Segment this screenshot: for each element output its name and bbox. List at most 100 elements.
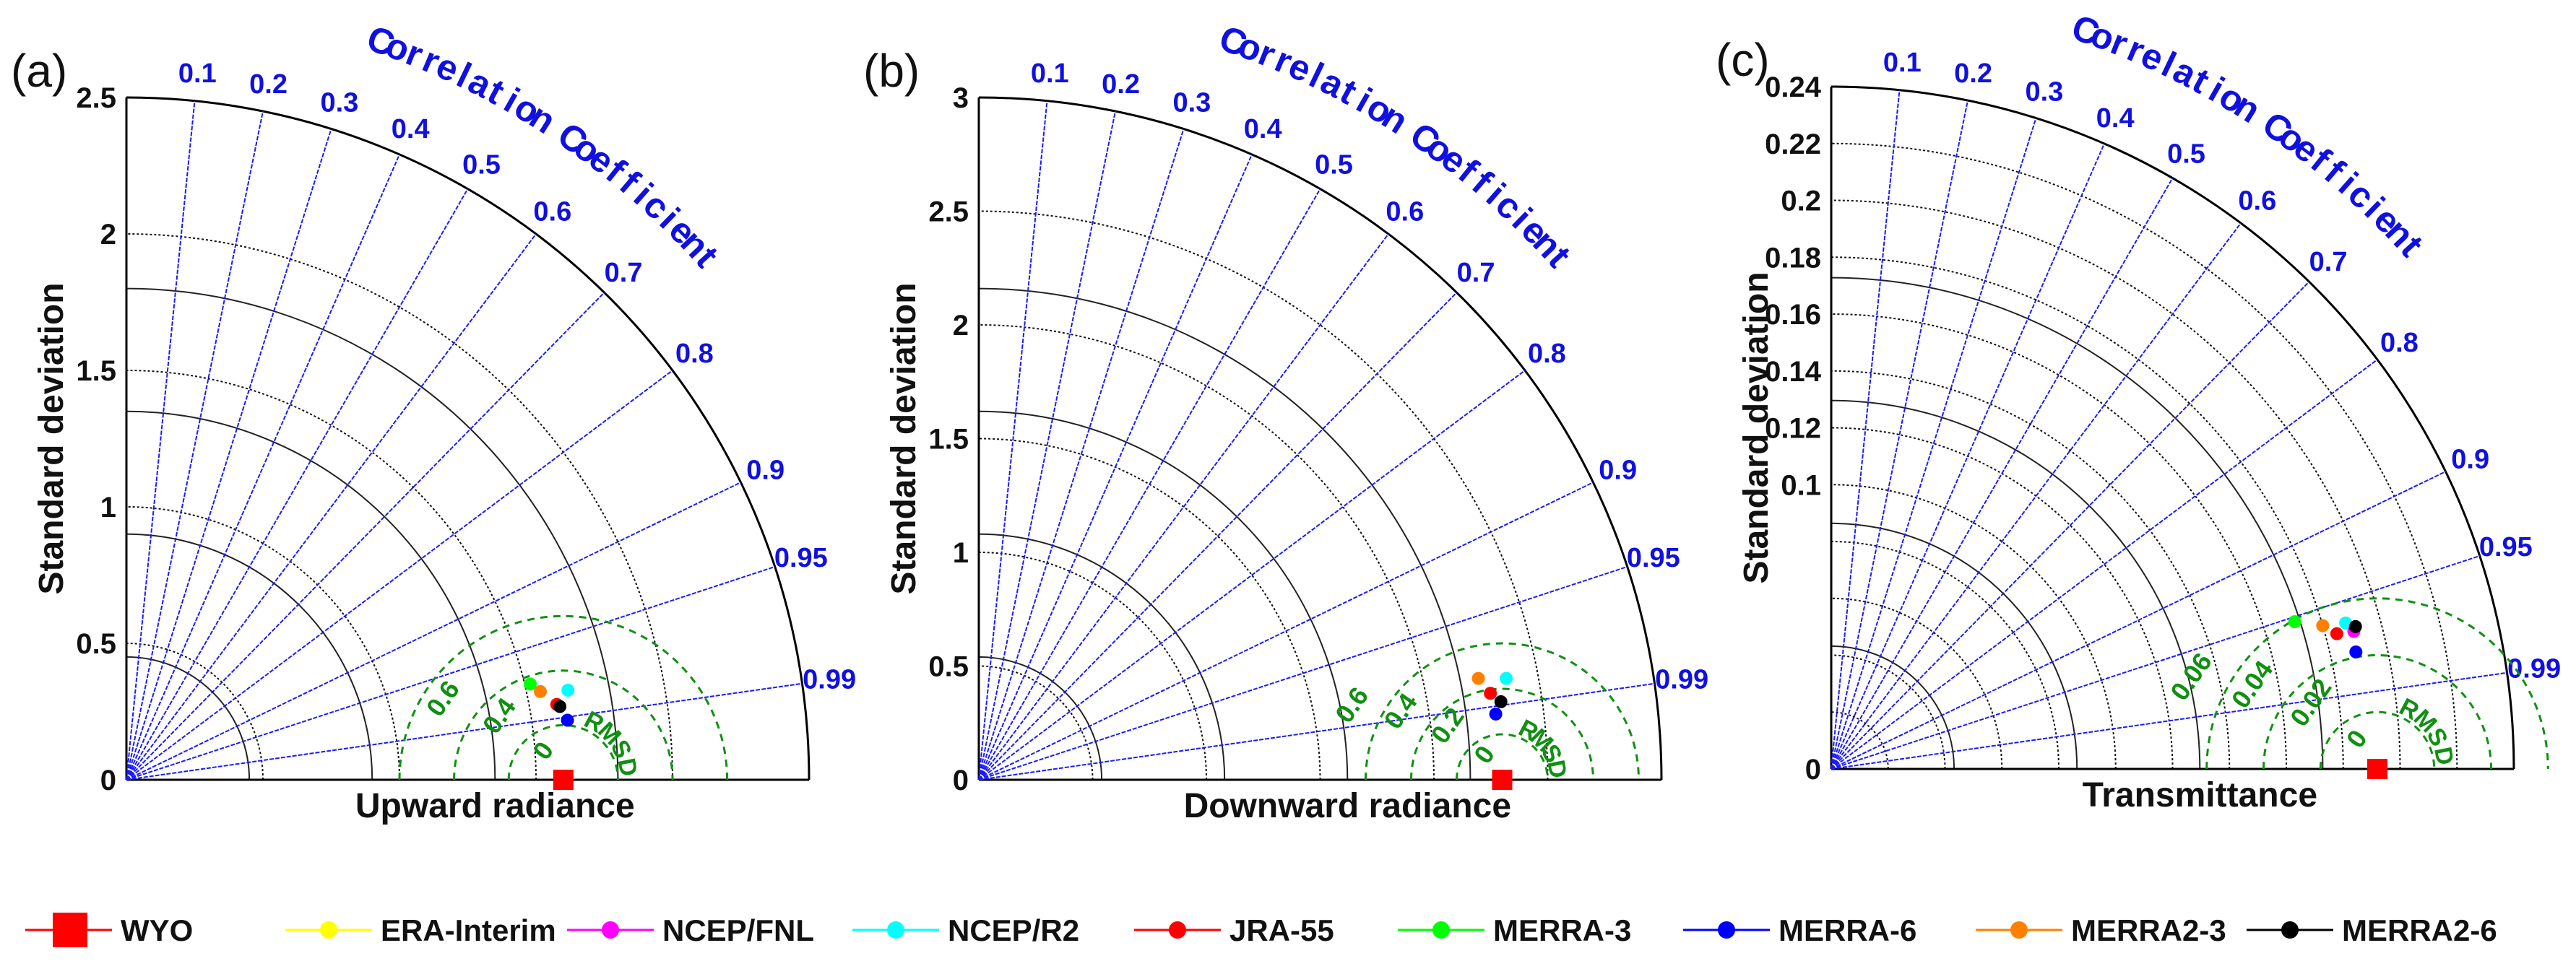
- std-ring: [1831, 142, 2458, 770]
- corr-tick-label: 0.1: [1883, 48, 1922, 78]
- panel-label: (a): [11, 45, 67, 97]
- legend-marker: [320, 921, 337, 939]
- std-tick-label: 0.18: [1765, 242, 1821, 274]
- legend-label: MERRA-3: [1493, 913, 1631, 947]
- rmsd-circle: [2262, 654, 2492, 770]
- point-jra-55: [1484, 687, 1497, 700]
- legend-label: MERRA2-3: [2071, 913, 2226, 947]
- legend-marker: [1718, 921, 1735, 939]
- std-ring: [1831, 654, 1946, 770]
- taylor-panel-c: (c) 0.1 0.2 0.3 0.4 0.5 0.6 0.7 0.8 0.9 0.95 0.99 0.…: [1716, 7, 2561, 814]
- rmsd-level-label: 0.4: [477, 692, 522, 739]
- rmsd-circle: [2319, 710, 2436, 770]
- corr-line: [126, 129, 332, 780]
- std-tick-label: 0.5: [76, 628, 116, 660]
- std-ring-solid: [126, 656, 251, 780]
- std-ring: [978, 324, 1435, 780]
- rmsd-level-label: 0.02: [2284, 673, 2338, 731]
- origin-label: 0: [1805, 754, 1821, 786]
- corr-line: [1831, 100, 1968, 770]
- legend-marker: [53, 913, 87, 947]
- reference-marker-wyo: [553, 770, 574, 790]
- point-merra2-6: [1494, 695, 1508, 708]
- corr-line: [126, 188, 469, 780]
- corr-tick-label: 0.2: [1102, 69, 1140, 100]
- std-ring-solid: [126, 410, 496, 780]
- legend-marker: [2281, 921, 2299, 939]
- legend-label: JRA-55: [1229, 913, 1334, 947]
- point-merra-6: [1489, 707, 1503, 721]
- std-ring-solid: [978, 287, 1471, 780]
- rmsd-circle: [507, 723, 619, 780]
- std-ring: [1831, 199, 2401, 770]
- corr-tick-label: 0.8: [2380, 328, 2419, 358]
- rmsd-circle: [1365, 642, 1640, 780]
- std-tick-label: 1: [953, 537, 969, 569]
- corr-line: [978, 188, 1321, 780]
- corr-line: [978, 100, 1048, 780]
- rmsd-circle: [1410, 687, 1594, 780]
- std-tick-label: 0.12: [1765, 413, 1821, 445]
- legend-label: WYO: [121, 913, 193, 947]
- corr-line: [978, 129, 1185, 780]
- corr-tick-label: 0.99: [2507, 653, 2561, 684]
- corr-line: [126, 233, 537, 780]
- corr-line: [1831, 118, 2037, 770]
- corr-tick-label: 0.4: [1244, 114, 1282, 144]
- legend: WYO ERA-Interim NCEP/FNL NCEP/R2 JRA-55 MERRA…: [25, 913, 2497, 947]
- point-merra2-3: [2316, 619, 2330, 632]
- legend-label: NCEP/R2: [948, 913, 1079, 947]
- corr-tick-label: 0.2: [1954, 58, 1992, 89]
- corr-tick-label: 0.6: [533, 197, 571, 227]
- rmsd-level-label: 0.06: [2164, 648, 2218, 706]
- std-ring: [1831, 370, 2231, 770]
- rmsd-circle: [2205, 597, 2549, 770]
- corr-tick-label: 0.4: [2096, 103, 2135, 134]
- corr-tick-label: 0.6: [1386, 197, 1424, 227]
- corr-tick-label: 0.9: [1599, 456, 1637, 486]
- rmsd-circle: [1456, 733, 1549, 780]
- corr-line: [978, 565, 1628, 780]
- corr-tick-label: 0.95: [2479, 532, 2533, 562]
- corr-tick-label: 0.3: [2025, 77, 2063, 107]
- std-ring-solid: [978, 656, 1103, 780]
- std-tick-label: 0.14: [1765, 356, 1822, 388]
- corr-tick-label: 0.9: [746, 456, 785, 486]
- std-ring: [126, 506, 400, 780]
- corr-line: [1831, 359, 2378, 770]
- corr-line: [126, 482, 741, 780]
- point-ncep-r2: [561, 683, 575, 697]
- legend-marker: [602, 921, 619, 939]
- corr-line: [978, 110, 1116, 780]
- corr-line: [126, 292, 605, 780]
- std-ring-solid: [126, 533, 373, 780]
- y-axis-title: Standard deviation: [33, 282, 71, 594]
- std-ring-solid: [1831, 522, 2078, 770]
- std-tick-label: 0.16: [1765, 299, 1821, 331]
- std-ring: [1831, 427, 2174, 770]
- std-ring-solid: [978, 533, 1226, 780]
- std-ring: [1831, 541, 2059, 770]
- x-axis-title: Upward radiance: [355, 787, 635, 825]
- reference-marker-wyo: [2367, 759, 2387, 779]
- std-ring: [1831, 313, 2287, 770]
- std-ring-solid: [126, 287, 619, 780]
- x-axis-title: Transmittance: [2083, 776, 2317, 814]
- point-merra-6: [2349, 645, 2363, 658]
- corr-tick-label: 0.99: [1655, 664, 1708, 695]
- panel-label: (c): [1716, 34, 1770, 86]
- std-tick-label: 0.22: [1765, 129, 1821, 160]
- point-merra2-6: [553, 700, 567, 713]
- corr-line: [978, 233, 1389, 780]
- std-ring: [1831, 256, 2344, 770]
- corr-line: [1831, 671, 2507, 770]
- corr-tick-label: 0.5: [462, 150, 501, 181]
- rmsd-level-label: 0.04: [2226, 655, 2279, 713]
- corr-line: [978, 482, 1594, 780]
- taylor-panel-b: (b) 0.1 0.2 0.3 0.4 0.5 0.6 0.7 0.8 0.9 0.95 0.99 0.…: [863, 18, 1708, 825]
- std-tick-label: 2.5: [928, 196, 969, 228]
- outer-arc: [126, 96, 811, 780]
- std-tick-label: 1.5: [928, 424, 969, 456]
- corr-tick-label: 0.7: [605, 258, 643, 288]
- x-axis-title: Downward radiance: [1184, 787, 1511, 825]
